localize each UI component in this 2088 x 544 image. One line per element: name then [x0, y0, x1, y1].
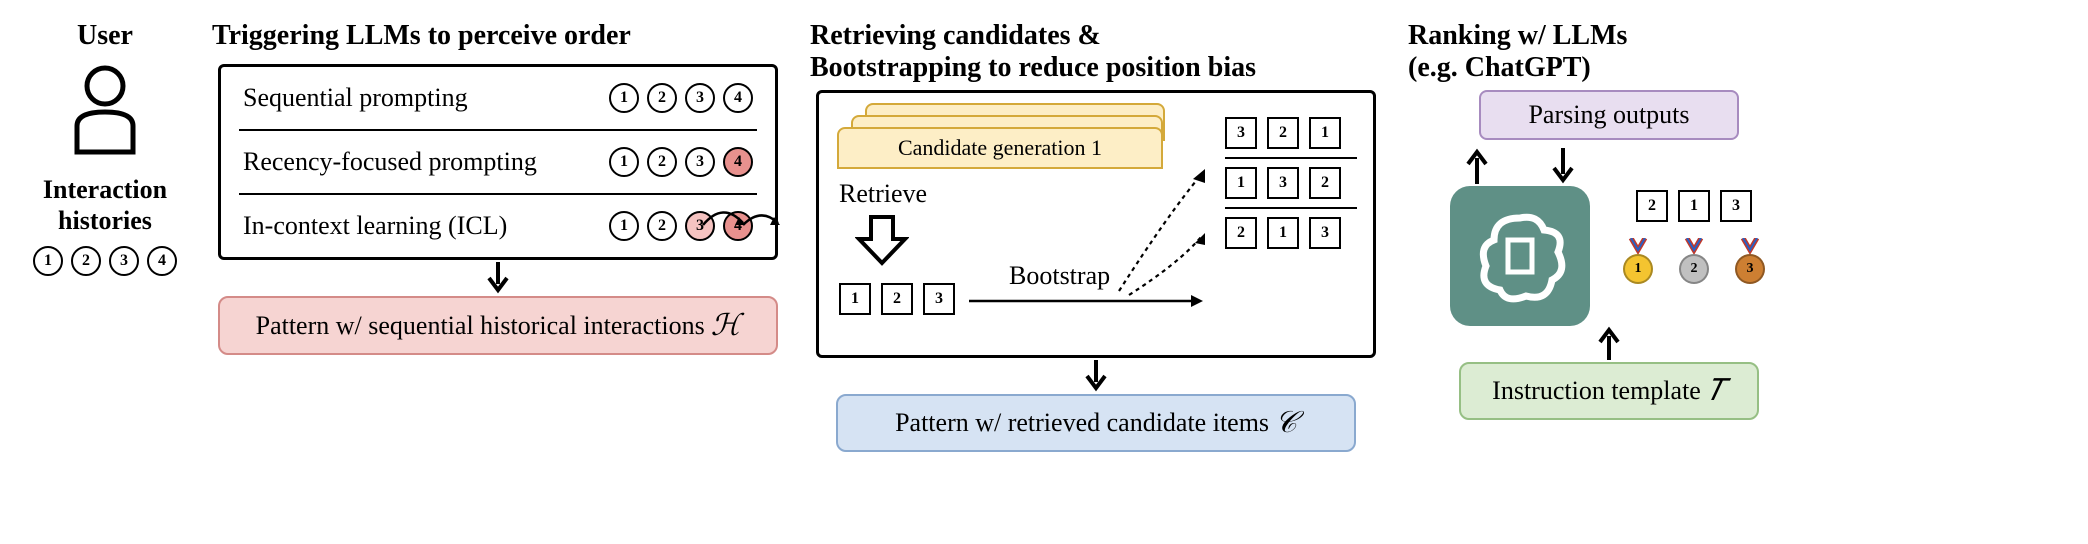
medal-bronze: 3: [1732, 238, 1768, 284]
down-arrow-icon: [1081, 358, 1111, 394]
user-title: User: [77, 20, 133, 52]
trigger-circles: 1 2 3 4: [609, 147, 753, 177]
retrieve-arrow-icon: [855, 213, 909, 269]
up-arrow-icon: [1594, 326, 1624, 362]
trigger-row-sequential: Sequential prompting 1 2 3 4: [239, 67, 757, 129]
trigger-label: Recency-focused prompting: [243, 147, 537, 177]
icl-arrow-icon: [603, 195, 783, 243]
ranking-output: 2 1 3 1 2 3: [1620, 190, 1768, 284]
medals: 1 2 3: [1620, 238, 1768, 284]
retrieving-box: Candidate generation 1 Retrieve 1 2 3 Bo…: [816, 90, 1376, 358]
trigger-row-recency: Recency-focused prompting 1 2 3 4: [239, 129, 757, 193]
bootstrap-arrows-icon: [969, 133, 1229, 333]
trigger-circles: 1 2 3 4: [609, 83, 753, 113]
llm-icon: [1450, 186, 1590, 326]
down-arrow-icon: [483, 260, 513, 296]
pipeline-diagram: User Interaction histories 1 2 3 4 Trigg…: [20, 20, 2068, 452]
llm-arrows: [1464, 146, 1576, 186]
history-circle: 2: [71, 246, 101, 276]
user-icon: [69, 64, 141, 156]
retrieving-title: Retrieving candidates & Bootstrapping to…: [806, 20, 1386, 84]
ranking-column: Ranking w/ LLMs (e.g. ChatGPT) Parsing o…: [1404, 20, 1814, 420]
user-column: User Interaction histories 1 2 3 4: [20, 20, 190, 276]
perm-separator: [1225, 157, 1357, 159]
pattern-c-bar: Pattern w/ retrieved candidate items 𝒞: [836, 394, 1356, 452]
parsing-outputs-box: Parsing outputs: [1479, 90, 1739, 140]
trigger-label: Sequential prompting: [243, 83, 468, 113]
retrieving-column: Retrieving candidates & Bootstrapping to…: [806, 20, 1386, 452]
down-arrow-icon: [1550, 146, 1576, 186]
histories-label: Interaction histories: [43, 174, 167, 236]
perm-row: 1 3 2: [1225, 167, 1357, 199]
perm-row: 3 2 1: [1225, 117, 1357, 149]
ranking-title: Ranking w/ LLMs (e.g. ChatGPT): [1404, 20, 1814, 84]
up-arrow-icon: [1464, 146, 1490, 186]
trigger-row-icl: In-context learning (ICL) 1 2 3 4: [239, 193, 757, 257]
output-items: 2 1 3: [1636, 190, 1752, 222]
perm-row: 2 1 3: [1225, 217, 1357, 249]
retrieve-label: Retrieve: [839, 179, 927, 209]
perm-separator: [1225, 207, 1357, 209]
history-circle: 1: [33, 246, 63, 276]
trigger-label: In-context learning (ICL): [243, 211, 507, 241]
history-circle: 4: [147, 246, 177, 276]
history-circle: 3: [109, 246, 139, 276]
permutations: 3 2 1 1 3 2 2 1 3: [1225, 117, 1357, 249]
pattern-h-bar: Pattern w/ sequential historical interac…: [218, 296, 778, 355]
triggering-box: Sequential prompting 1 2 3 4 Recency-foc…: [218, 64, 778, 260]
history-circles: 1 2 3 4: [33, 246, 177, 276]
medal-gold: 1: [1620, 238, 1656, 284]
retrieved-items: 1 2 3: [839, 283, 955, 315]
triggering-column: Triggering LLMs to perceive order Sequen…: [208, 20, 788, 355]
trigger-circles: 1 2 3 4: [609, 211, 753, 241]
triggering-title: Triggering LLMs to perceive order: [208, 20, 788, 52]
medal-silver: 2: [1676, 238, 1712, 284]
pattern-t-bar: Instruction template 𝑇: [1459, 362, 1759, 420]
